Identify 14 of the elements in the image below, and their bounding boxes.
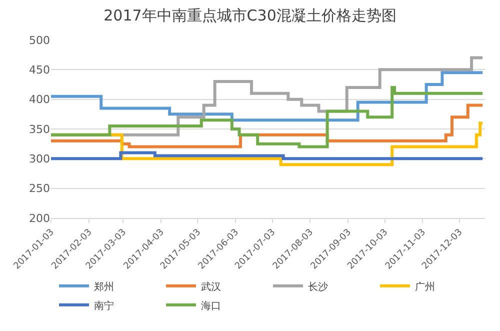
legend-label: 长沙 xyxy=(308,280,328,293)
legend-label: 广州 xyxy=(415,280,435,293)
y-tick-label: 400 xyxy=(29,93,50,106)
y-tick-label: 250 xyxy=(29,182,50,196)
legend-label: 海口 xyxy=(201,300,221,312)
y-tick-label: 350 xyxy=(29,122,50,136)
legend-label: 南宁 xyxy=(94,300,114,312)
chart-title: 2017年中南重点城市C30混凝土价格走势图 xyxy=(104,6,396,24)
y-tick-label: 450 xyxy=(29,64,50,77)
y-tick-label: 300 xyxy=(29,152,50,166)
legend-label: 武汉 xyxy=(201,280,221,293)
legend-label: 郑州 xyxy=(94,280,114,293)
y-tick-label: 500 xyxy=(29,34,50,47)
y-tick-label: 200 xyxy=(29,212,50,225)
